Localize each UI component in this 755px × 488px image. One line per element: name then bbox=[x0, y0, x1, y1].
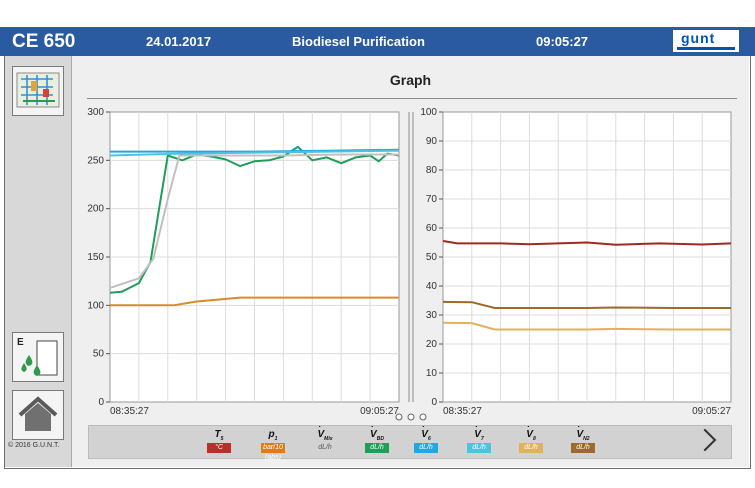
date-display: 24.01.2017 bbox=[146, 34, 212, 49]
y-tick-label: 20 bbox=[426, 339, 438, 350]
series-line-p1 bbox=[110, 296, 399, 307]
model-name: CE 650 bbox=[12, 31, 76, 52]
legend-item[interactable]: V ˙ 8 dL/h bbox=[513, 425, 549, 453]
legend-unit: dL/h bbox=[414, 443, 438, 453]
legend-symbol: V ˙ N2 bbox=[576, 425, 590, 442]
legend-symbol: V ˙ 6 bbox=[421, 425, 431, 442]
svg-text:E: E bbox=[17, 337, 24, 348]
series-line-T5 bbox=[442, 240, 732, 246]
legend-unit: bar/10 (abs) bbox=[261, 443, 285, 461]
x-tick-label: 09:05:27 bbox=[360, 406, 399, 417]
series-line-V̇N2 bbox=[442, 300, 731, 309]
legend-item[interactable]: p1 bar/10 (abs) bbox=[255, 428, 291, 461]
series-line-V̇8 bbox=[442, 321, 731, 331]
home-icon bbox=[18, 396, 58, 431]
x-tick-label: 08:35:27 bbox=[110, 406, 149, 417]
x-tick-label: 09:05:27 bbox=[692, 406, 731, 417]
legend-symbol: T5 bbox=[214, 429, 224, 442]
time-display: 09:05:27 bbox=[536, 34, 589, 49]
series-line-V̇7 bbox=[109, 149, 400, 157]
legend-symbol: V ˙ BD bbox=[370, 425, 384, 442]
y-tick-label: 70 bbox=[426, 194, 438, 205]
gunt-logo: gunt bbox=[673, 30, 739, 52]
y-tick-label: 80 bbox=[426, 165, 438, 176]
process-diagram-button[interactable] bbox=[12, 66, 64, 116]
legend-bar: T5 °C p1 bar/10 (abs) V ˙ Mix dL/h V ˙ BD dL/h V ˙ 6 dL… bbox=[88, 425, 732, 461]
y-tick-label: 30 bbox=[426, 310, 438, 321]
legend-item[interactable]: V ˙ Mix dL/h bbox=[307, 425, 343, 453]
y-tick-label: 50 bbox=[93, 349, 105, 360]
y-tick-label: 0 bbox=[431, 397, 437, 408]
level-view-button[interactable]: E bbox=[12, 332, 64, 382]
series-line-V̇Mix bbox=[109, 153, 399, 289]
legend-unit: dL/h bbox=[467, 443, 491, 453]
legend-symbol: V ˙ 8 bbox=[526, 425, 536, 442]
series-line-V̇BD bbox=[109, 145, 400, 294]
legend-symbol: V ˙ Mix bbox=[317, 425, 333, 442]
y-tick-label: 40 bbox=[426, 281, 438, 292]
legend-symbol: V ˙ 7 bbox=[474, 425, 484, 442]
y-tick-label: 250 bbox=[87, 155, 104, 166]
y-tick-label: 300 bbox=[87, 107, 104, 118]
page-indicator-dot bbox=[395, 413, 403, 421]
legend-item[interactable]: V ˙ 6 dL/h bbox=[408, 425, 444, 453]
app-title: Biodiesel Purification bbox=[292, 34, 425, 49]
process-diagram-icon bbox=[16, 72, 60, 108]
legend-item[interactable]: V ˙ BD dL/h bbox=[359, 425, 395, 453]
y-tick-label: 150 bbox=[87, 252, 104, 263]
y-tick-label: 100 bbox=[87, 300, 104, 311]
legend-unit: dL/h bbox=[313, 443, 337, 453]
y-tick-label: 50 bbox=[426, 252, 438, 263]
title-divider bbox=[87, 98, 737, 99]
page-indicator-dot bbox=[407, 413, 415, 421]
legend-unit: dL/h bbox=[571, 443, 595, 453]
y-tick-label: 10 bbox=[426, 368, 438, 379]
y-tick-label: 90 bbox=[426, 136, 438, 147]
y-tick-label: 200 bbox=[87, 204, 104, 215]
y-tick-label: 60 bbox=[426, 223, 438, 234]
legend-unit: dL/h bbox=[519, 443, 543, 453]
graph-area: 0 50 100 150 200 250 300 08:35:27 09:05:27 0 10 20 3… bbox=[87, 107, 732, 421]
page-title: Graph bbox=[389, 72, 432, 88]
x-tick-label: 08:35:27 bbox=[443, 406, 482, 417]
y-tick-label: 0 bbox=[98, 397, 104, 408]
legend-item[interactable]: V ˙ N2 dL/h bbox=[565, 425, 601, 453]
page-indicator-dot bbox=[419, 413, 427, 421]
legend-symbol: p1 bbox=[268, 429, 278, 442]
level-drops-icon: E bbox=[17, 337, 58, 376]
y-tick-label: 100 bbox=[420, 107, 437, 118]
legend-unit: dL/h bbox=[365, 443, 389, 453]
legend-item[interactable]: V ˙ 7 dL/h bbox=[461, 425, 497, 453]
home-button[interactable] bbox=[12, 390, 64, 440]
header-bar: CE 650 24.01.2017 Biodiesel Purification… bbox=[0, 27, 755, 56]
next-page-chevron-icon[interactable] bbox=[693, 428, 717, 452]
copyright-text: © 2016 G.U.N.T. bbox=[8, 442, 60, 449]
legend-item[interactable]: T5 °C bbox=[201, 428, 237, 453]
legend-unit: °C bbox=[207, 443, 231, 453]
sidebar: E © 2016 G.U.N.T. bbox=[5, 56, 72, 467]
